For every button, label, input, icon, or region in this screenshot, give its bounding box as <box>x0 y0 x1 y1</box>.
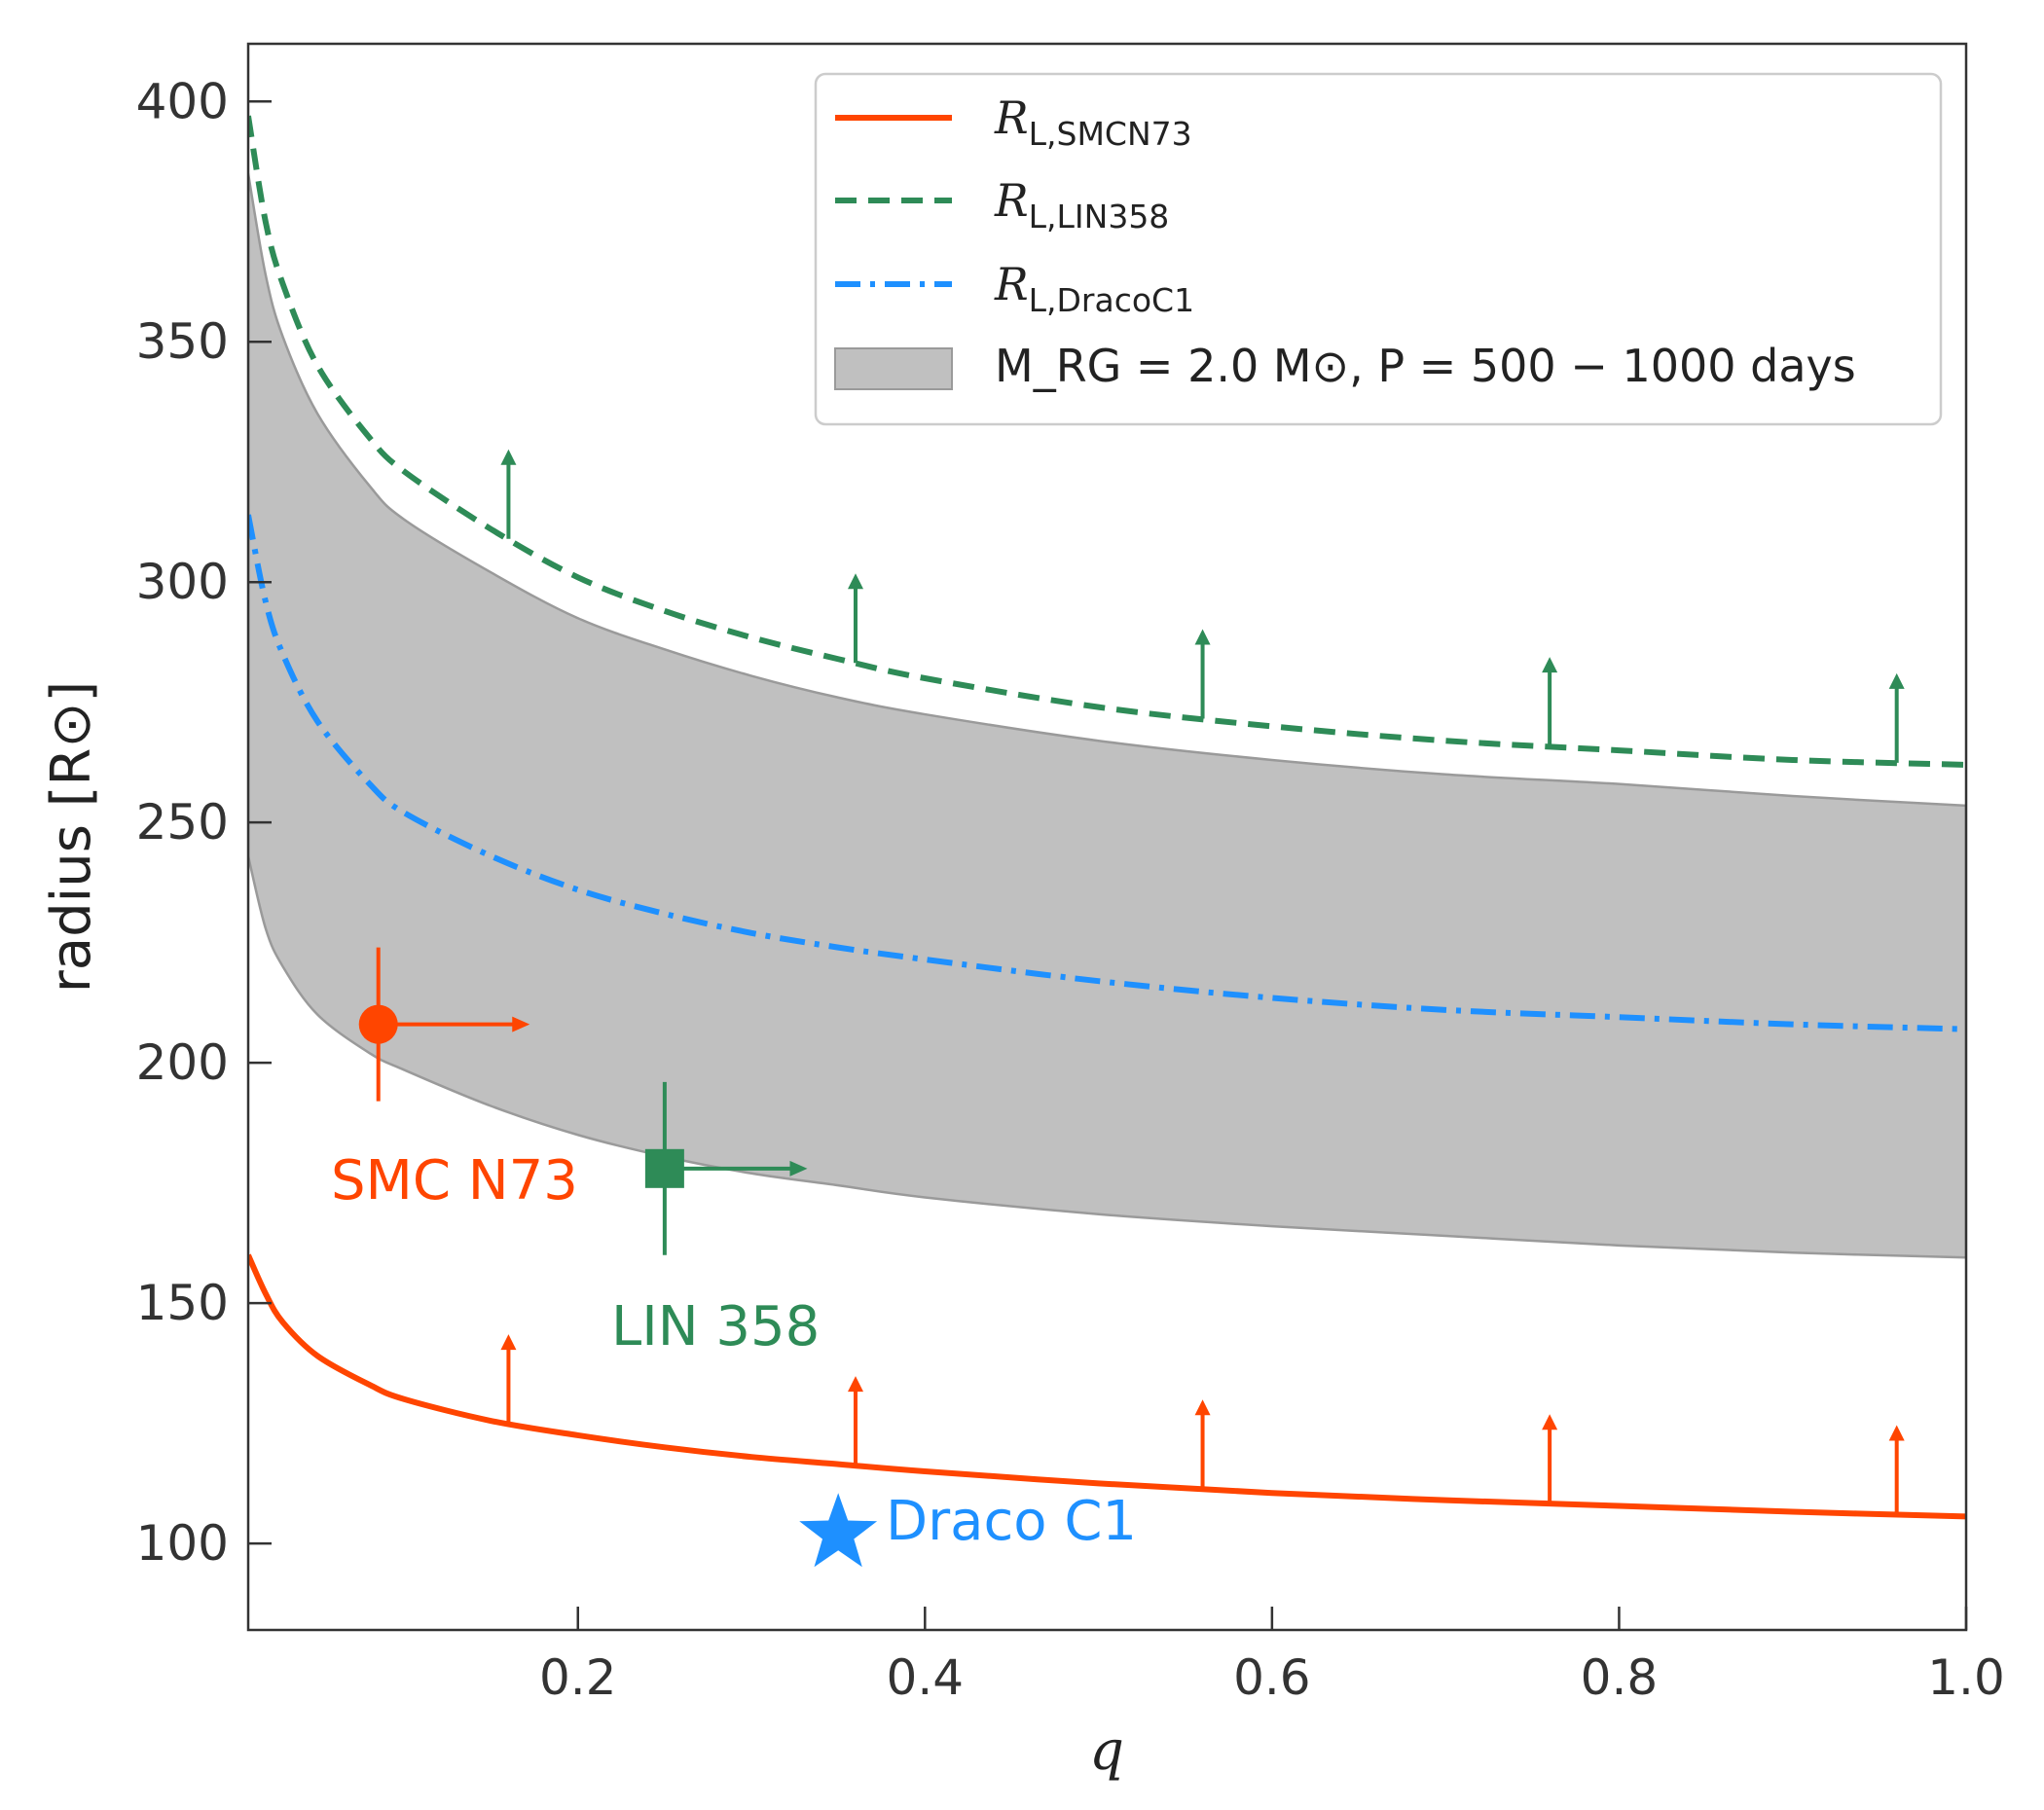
y-tick-label-4: 300 <box>136 554 229 610</box>
rl-dracoc1-line <box>248 514 1966 1032</box>
data-points <box>358 947 878 1568</box>
limit-arrow-head-s0-0 <box>500 1334 517 1351</box>
legend-entry-smcn73-sub: L,SMCN73 <box>1029 115 1192 153</box>
limit-arrow-head-s0-3 <box>1542 1414 1558 1430</box>
smc-n73-marker <box>358 1004 398 1044</box>
limit-arrow-head-s1-3 <box>1542 657 1558 673</box>
draco-c1-marker <box>799 1493 878 1568</box>
legend: RL,SMCN73 RL,LIN358 RL,DracoC1 M_RG = 2.… <box>814 72 1943 426</box>
limit-arrows <box>500 449 1905 1515</box>
limit-arrow-head-s1-0 <box>500 449 517 465</box>
x-tick-label-0: 0.2 <box>539 1649 617 1706</box>
y-tick-label-5: 350 <box>136 313 229 370</box>
legend-entry-dracoc1-sub: L,DracoC1 <box>1029 281 1194 319</box>
lin-358-limit-arrow-head <box>789 1160 808 1176</box>
x-axis-ticks: 0.2 0.4 0.6 0.8 1.0 <box>539 1607 2005 1706</box>
legend-box <box>814 72 1943 426</box>
legend-entry-lin358-main: R <box>994 174 1029 227</box>
limit-arrow-head-s1-4 <box>1888 672 1905 689</box>
x-axis-label: q <box>1089 1720 1124 1783</box>
rl-lin358-line <box>248 115 1966 768</box>
band-area <box>248 173 1966 1259</box>
legend-entry-lin358-sub: L,LIN358 <box>1029 198 1170 235</box>
point-label-smc-n73: SMC N73 <box>331 1149 578 1213</box>
x-tick-label-1: 0.4 <box>887 1649 965 1706</box>
limit-arrow-head-s1-2 <box>1194 629 1211 645</box>
y-axis-label: radius [R⊙] <box>40 681 103 993</box>
x-tick-label-4: 1.0 <box>1927 1649 2005 1706</box>
x-tick-label-2: 0.6 <box>1233 1649 1311 1706</box>
legend-entry-dracoc1: RL,DracoC1 <box>994 258 1194 319</box>
x-tick-label-3: 0.8 <box>1581 1649 1659 1706</box>
smc-n73-limit-arrow-head <box>512 1016 530 1032</box>
legend-entry-dracoc1-main: R <box>994 258 1029 310</box>
limit-arrow-head-s1-1 <box>847 573 863 590</box>
point-label-draco-c1: Draco C1 <box>886 1490 1137 1553</box>
limit-arrow-head-s0-1 <box>847 1376 863 1393</box>
plot-frame <box>246 42 1968 1632</box>
y-tick-label-3: 250 <box>136 794 229 851</box>
lin-358-marker <box>644 1148 684 1188</box>
y-axis-ticks: 100 150 200 250 300 350 400 <box>136 73 272 1572</box>
rl-smcn73-line <box>248 1253 1966 1520</box>
y-tick-label-2: 200 <box>136 1034 229 1091</box>
legend-entry-smcn73-main: R <box>994 91 1029 144</box>
legend-swatch-band <box>834 347 953 390</box>
limit-arrow-head-s0-2 <box>1194 1399 1211 1416</box>
y-tick-label-0: 100 <box>136 1515 229 1572</box>
y-tick-label-1: 150 <box>136 1275 229 1331</box>
legend-entry-band: M_RG = 2.0 M⊙, P = 500 − 1000 days <box>995 340 1856 392</box>
legend-entry-lin358: RL,LIN358 <box>994 174 1169 235</box>
legend-entry-smcn73: RL,SMCN73 <box>994 91 1192 153</box>
limit-arrow-head-s0-4 <box>1888 1425 1905 1441</box>
point-label-lin-358: LIN 358 <box>611 1295 820 1358</box>
y-tick-label-6: 400 <box>136 73 229 129</box>
